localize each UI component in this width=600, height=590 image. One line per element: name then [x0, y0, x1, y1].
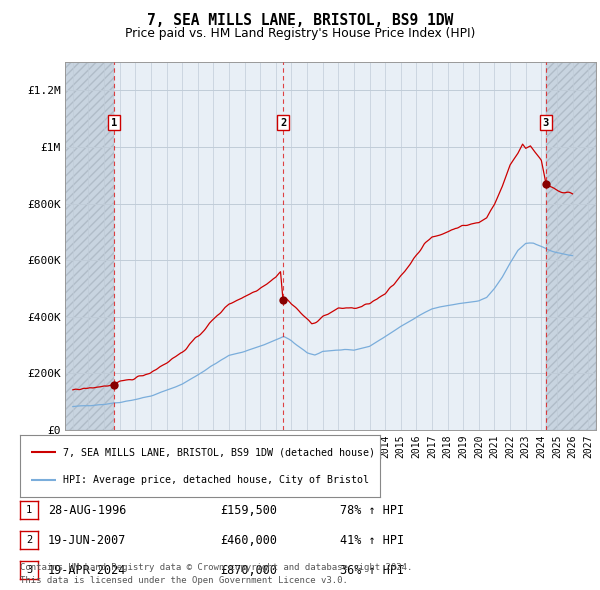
- Text: 19-APR-2024: 19-APR-2024: [48, 563, 127, 576]
- Text: This data is licensed under the Open Government Licence v3.0.: This data is licensed under the Open Gov…: [20, 576, 348, 585]
- Text: 7, SEA MILLS LANE, BRISTOL, BS9 1DW: 7, SEA MILLS LANE, BRISTOL, BS9 1DW: [147, 13, 453, 28]
- Text: 28-AUG-1996: 28-AUG-1996: [48, 503, 127, 516]
- Text: £460,000: £460,000: [220, 533, 277, 546]
- Bar: [546, 62, 596, 430]
- Text: 41% ↑ HPI: 41% ↑ HPI: [340, 533, 404, 546]
- Text: £870,000: £870,000: [220, 563, 277, 576]
- Text: 1: 1: [26, 505, 32, 515]
- Text: 2: 2: [26, 535, 32, 545]
- Text: 3: 3: [543, 118, 549, 127]
- Text: 78% ↑ HPI: 78% ↑ HPI: [340, 503, 404, 516]
- Text: 7, SEA MILLS LANE, BRISTOL, BS9 1DW (detached house): 7, SEA MILLS LANE, BRISTOL, BS9 1DW (det…: [63, 447, 375, 457]
- Text: Price paid vs. HM Land Registry's House Price Index (HPI): Price paid vs. HM Land Registry's House …: [125, 27, 475, 40]
- Text: Contains HM Land Registry data © Crown copyright and database right 2024.: Contains HM Land Registry data © Crown c…: [20, 563, 412, 572]
- Text: 1: 1: [111, 118, 118, 127]
- Text: 3: 3: [26, 565, 32, 575]
- Text: 2: 2: [280, 118, 286, 127]
- Text: £159,500: £159,500: [220, 503, 277, 516]
- Text: HPI: Average price, detached house, City of Bristol: HPI: Average price, detached house, City…: [63, 474, 369, 484]
- Bar: [65, 62, 114, 430]
- Text: 19-JUN-2007: 19-JUN-2007: [48, 533, 127, 546]
- Text: 36% ↑ HPI: 36% ↑ HPI: [340, 563, 404, 576]
